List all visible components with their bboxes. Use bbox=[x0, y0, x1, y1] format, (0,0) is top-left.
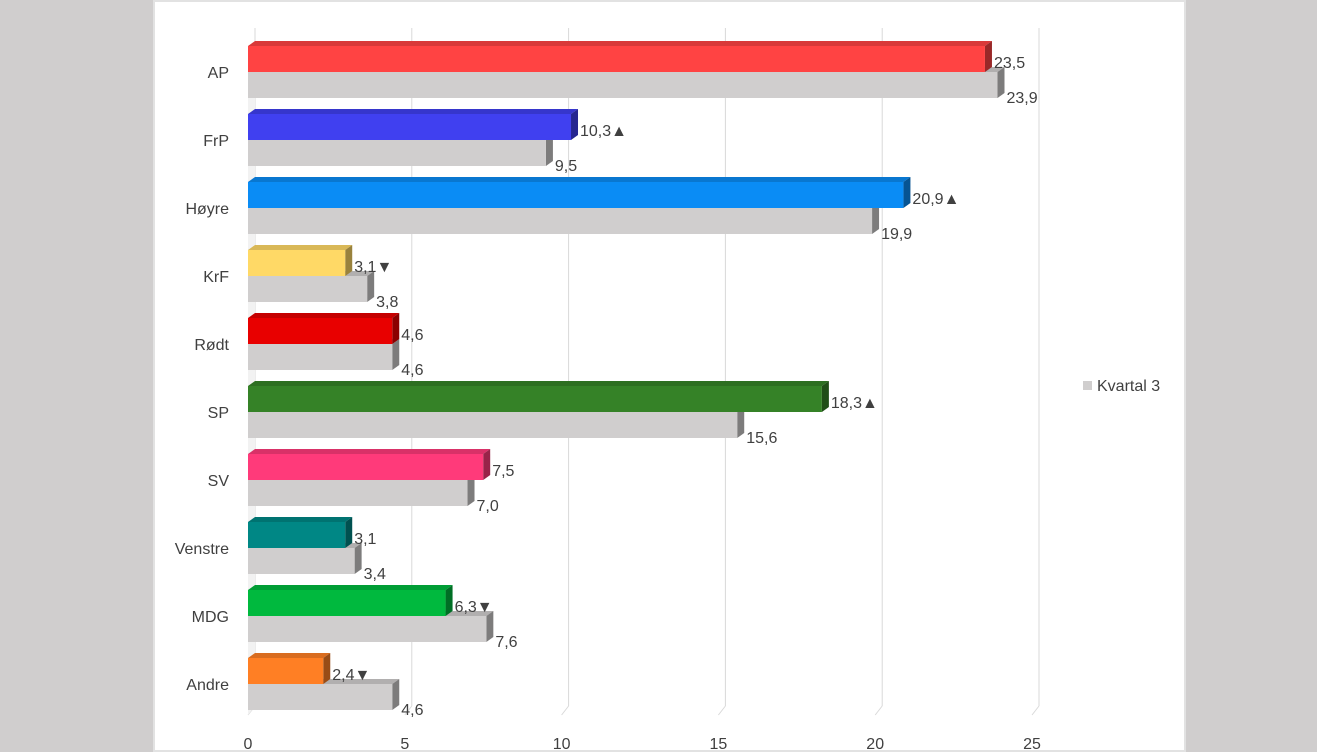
bar-current bbox=[248, 522, 346, 548]
data-label-kvartal-3: 3,8 bbox=[376, 294, 398, 311]
bar-current bbox=[248, 182, 904, 208]
data-label-kvartal-3: 4,6 bbox=[401, 362, 423, 379]
bar-current-top bbox=[248, 109, 579, 114]
data-label-kvartal-3: 19,9 bbox=[881, 226, 912, 243]
bar-kvartal-3-side bbox=[392, 679, 400, 710]
bar-kvartal-3 bbox=[248, 72, 998, 98]
bar-current-top bbox=[248, 313, 400, 318]
data-label-kvartal-3: 15,6 bbox=[746, 430, 777, 447]
bar-current-side bbox=[345, 245, 353, 276]
category-label: Andre bbox=[186, 677, 229, 694]
category-label: FrP bbox=[203, 133, 229, 150]
bar-kvartal-3-side bbox=[486, 611, 494, 642]
bar-current bbox=[248, 658, 324, 684]
data-label-kvartal-3: 4,6 bbox=[401, 702, 423, 719]
bar-current bbox=[248, 114, 572, 140]
x-tick-label: 15 bbox=[710, 736, 728, 752]
gridline-floor bbox=[718, 705, 726, 716]
bar-kvartal-3 bbox=[248, 276, 368, 302]
bar-kvartal-3-side bbox=[737, 407, 745, 438]
bar-kvartal-3 bbox=[248, 344, 393, 370]
bar-current-side bbox=[571, 109, 579, 140]
bar-kvartal-3-side bbox=[367, 271, 375, 302]
bar-current-side bbox=[345, 517, 353, 548]
data-label-current: 4,6 bbox=[401, 327, 423, 344]
category-label: MDG bbox=[192, 609, 229, 626]
bar-kvartal-3-side bbox=[354, 543, 362, 574]
data-label-kvartal-3: 7,6 bbox=[495, 634, 517, 651]
bar-current-side bbox=[903, 177, 911, 208]
data-label-kvartal-3: 3,4 bbox=[364, 566, 386, 583]
bar-kvartal-3 bbox=[248, 684, 393, 710]
x-tick-label: 25 bbox=[1023, 736, 1041, 752]
category-label: Rødt bbox=[194, 337, 229, 354]
bar-current-side bbox=[323, 653, 331, 684]
bar-current-top bbox=[248, 585, 453, 590]
data-label-current: 3,1▼ bbox=[354, 259, 392, 276]
gridline-floor bbox=[404, 705, 413, 716]
bar-current-side bbox=[445, 585, 453, 616]
bar-current-top bbox=[248, 449, 491, 454]
bar-kvartal-3-side bbox=[997, 67, 1005, 98]
bar-current bbox=[248, 386, 822, 412]
bar-current bbox=[248, 250, 346, 276]
data-label-current: 20,9▲ bbox=[912, 191, 959, 208]
bar-kvartal-3 bbox=[248, 616, 487, 642]
bar-current bbox=[248, 318, 393, 344]
bar-current-side bbox=[984, 41, 992, 72]
category-label: SP bbox=[208, 405, 229, 422]
bar-current-side bbox=[392, 313, 400, 344]
category-label: AP bbox=[208, 65, 229, 82]
data-label-kvartal-3: 9,5 bbox=[555, 158, 577, 175]
legend-swatch bbox=[1083, 381, 1092, 390]
data-label-current: 10,3▲ bbox=[580, 123, 627, 140]
bar-current-side bbox=[821, 381, 829, 412]
bar-kvartal-3 bbox=[248, 480, 468, 506]
bar-current-top bbox=[248, 177, 911, 182]
data-label-kvartal-3: 23,9 bbox=[1007, 90, 1038, 107]
gridline-floor bbox=[1031, 705, 1040, 716]
bar-current bbox=[248, 46, 985, 72]
x-tick-label: 10 bbox=[553, 736, 571, 752]
bar-current-top bbox=[248, 245, 353, 250]
data-label-current: 7,5 bbox=[492, 463, 514, 480]
category-label: SV bbox=[208, 473, 230, 490]
bar-current bbox=[248, 454, 484, 480]
category-label: Venstre bbox=[175, 541, 229, 558]
data-label-current: 6,3▼ bbox=[455, 599, 493, 616]
bar-current-top bbox=[248, 653, 331, 658]
gridline-floor bbox=[874, 705, 883, 716]
legend-label: Kvartal 3 bbox=[1097, 378, 1160, 395]
data-label-current: 3,1 bbox=[354, 531, 376, 548]
category-label: KrF bbox=[203, 269, 229, 286]
data-label-current: 18,3▲ bbox=[831, 395, 878, 412]
gridline-floor bbox=[561, 705, 569, 716]
x-tick-label: 20 bbox=[866, 736, 884, 752]
data-label-kvartal-3: 7,0 bbox=[477, 498, 499, 515]
bar-kvartal-3-side bbox=[467, 475, 475, 506]
bar-kvartal-3-side bbox=[545, 135, 553, 166]
data-label-current: 2,4▼ bbox=[332, 667, 370, 684]
bar-current-top bbox=[248, 517, 353, 522]
bar-kvartal-3 bbox=[248, 548, 355, 574]
bar-kvartal-3-side bbox=[392, 339, 400, 370]
bar-kvartal-3 bbox=[248, 140, 546, 166]
bar-kvartal-3-side bbox=[872, 203, 880, 234]
bar-current-top bbox=[248, 41, 992, 46]
bar-current-side bbox=[483, 449, 491, 480]
data-label-current: 23,5 bbox=[994, 55, 1025, 72]
bar-current-top bbox=[248, 381, 829, 386]
bar-current bbox=[248, 590, 446, 616]
bar-kvartal-3 bbox=[248, 208, 873, 234]
bar-kvartal-3 bbox=[248, 412, 738, 438]
x-tick-label: 0 bbox=[244, 736, 253, 752]
category-label: Høyre bbox=[185, 201, 229, 218]
x-tick-label: 5 bbox=[400, 736, 409, 752]
